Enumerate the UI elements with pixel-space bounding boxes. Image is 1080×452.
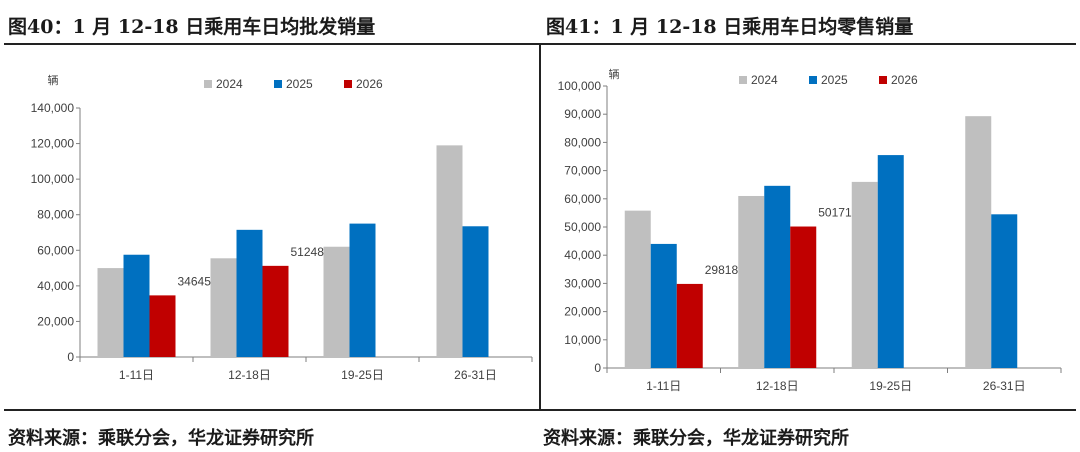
right-y-tick-label: 90,000: [564, 107, 601, 121]
left-bar-2024: [323, 246, 350, 357]
left-bar-2026: [149, 295, 176, 357]
right-source-note: 资料来源：乘联分会，华龙证券研究所: [543, 428, 849, 449]
right-y-tick-label: 60,000: [564, 192, 601, 206]
retail-sales-chart: 0 10,000 20,000 30,000 40,000 50,000 60,000 70,…: [558, 67, 1062, 393]
figure-40-title: 图40：1 月 12-18 日乘用车日均批发销量: [8, 16, 376, 38]
right-bar-2024: [965, 116, 992, 368]
left-bar-2024: [210, 258, 237, 357]
right-y-tick-label: 70,000: [564, 164, 601, 178]
left-y-tick-label: 40,000: [37, 279, 74, 293]
left-y-tick-label: 140,000: [31, 101, 75, 115]
right-y-tick-label: 40,000: [564, 248, 601, 262]
left-y-tick-label: 20,000: [37, 314, 74, 328]
right-bar-2025: [764, 185, 791, 368]
left-legend-label-2026: 2026: [356, 77, 383, 91]
left-legend-swatch-2025: [274, 80, 282, 88]
left-x-tick-label: 26-31日: [454, 368, 497, 382]
left-bar-2026: [262, 265, 289, 357]
right-data-label: 50171: [818, 206, 852, 220]
right-unit-label: 辆: [609, 67, 620, 81]
right-legend-label-2026: 2026: [891, 73, 918, 87]
right-x-tick-label: 19-25日: [869, 379, 912, 393]
left-bar-2025: [462, 226, 489, 357]
right-legend-swatch-2026: [879, 76, 887, 84]
right-bar-2024: [738, 195, 765, 368]
right-y-tick-label: 100,000: [558, 79, 602, 93]
right-x-tick-label: 26-31日: [983, 379, 1026, 393]
left-y-tick-label: 60,000: [37, 243, 74, 257]
left-y-tick-label: 120,000: [31, 137, 75, 151]
left-x-tick-label: 12-18日: [228, 368, 271, 382]
right-y-tick-label: 0: [594, 361, 601, 375]
left-y-tick-label: 100,000: [31, 172, 75, 186]
left-data-label: 51248: [291, 245, 325, 259]
right-y-tick-label: 10,000: [564, 333, 601, 347]
left-legend-label-2024: 2024: [216, 77, 243, 91]
left-bar-2024: [436, 145, 463, 357]
left-y-tick-label: 80,000: [37, 208, 74, 222]
left-x-tick-label: 1-11日: [119, 368, 154, 382]
right-bar-2025: [650, 243, 677, 368]
left-legend-swatch-2026: [344, 80, 352, 88]
right-bar-2025: [877, 155, 904, 368]
right-bar-2024: [851, 181, 878, 368]
left-y-tick-label: 0: [67, 350, 74, 364]
left-x-tick-label: 19-25日: [341, 368, 384, 382]
left-data-label: 34645: [178, 274, 212, 288]
left-unit-label: 辆: [48, 73, 59, 87]
right-bar-2024: [624, 210, 651, 368]
figure-41-title: 图41：1 月 12-18 日乘用车日均零售销量: [546, 16, 914, 38]
right-y-tick-label: 20,000: [564, 305, 601, 319]
left-legend-label-2025: 2025: [286, 77, 313, 91]
left-bar-2025: [236, 229, 263, 357]
right-y-tick-label: 80,000: [564, 135, 601, 149]
right-x-tick-label: 12-18日: [756, 379, 799, 393]
right-legend-swatch-2024: [739, 76, 747, 84]
right-bar-2026: [676, 283, 703, 368]
right-bar-2026: [790, 226, 817, 368]
right-y-tick-label: 30,000: [564, 276, 601, 290]
right-data-label: 29818: [705, 263, 739, 277]
left-source-note: 资料来源：乘联分会，华龙证券研究所: [8, 428, 314, 449]
right-legend-label-2025: 2025: [821, 73, 848, 87]
left-bar-2024: [97, 268, 124, 357]
right-legend-swatch-2025: [809, 76, 817, 84]
wholesale-sales-chart: 0 20,000 40,000 60,000 80,000 100,000 120,000 1…: [31, 73, 533, 382]
right-x-tick-label: 1-11日: [646, 379, 681, 393]
left-bar-2025: [349, 223, 376, 357]
right-y-tick-label: 50,000: [564, 220, 601, 234]
bottom-rule: [4, 409, 1076, 411]
left-bar-2025: [123, 254, 150, 357]
right-legend-label-2024: 2024: [751, 73, 778, 87]
panel-divider: [539, 44, 541, 410]
left-legend-swatch-2024: [204, 80, 212, 88]
right-bar-2025: [991, 214, 1018, 368]
